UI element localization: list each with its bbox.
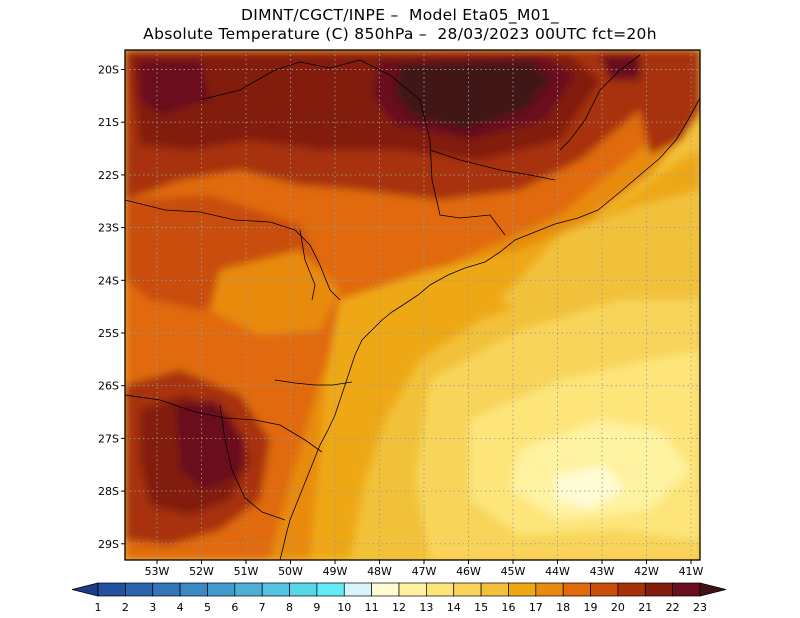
colorbar-label: 10 <box>337 601 351 614</box>
colorbar-label: 8 <box>286 601 293 614</box>
colorbar-bin <box>207 582 236 597</box>
state-border-sc-rs <box>125 394 323 453</box>
longitude-axis: 53W 52W 51W 50W 49W 48W 47W 46W 45W 44W 43W 42W 41W <box>145 560 704 578</box>
colorbar-bin <box>398 582 427 597</box>
state-border-sw <box>219 404 286 521</box>
colorbar-bin <box>590 582 619 597</box>
lat-tick-label: 29S <box>98 538 119 551</box>
lat-tick-label: 21S <box>98 116 119 129</box>
colorbar-label: 13 <box>419 601 433 614</box>
coastline-and-borders <box>125 54 700 560</box>
colorbar-label: 4 <box>177 601 184 614</box>
colorbar-bin <box>480 582 509 597</box>
colorbar-label: 15 <box>474 601 488 614</box>
chart-subtitle: Absolute Temperature (C) 850hPa – 28/03/… <box>143 25 657 43</box>
lat-tick-label: 20S <box>98 64 119 77</box>
lon-tick-label: 53W <box>145 565 170 578</box>
colorbar-label: 9 <box>313 601 320 614</box>
colorbar-label: 22 <box>666 601 680 614</box>
state-border-north <box>199 59 506 236</box>
colorbar-label: 21 <box>638 601 652 614</box>
lon-tick-label: 44W <box>545 565 570 578</box>
lat-tick-label: 22S <box>98 169 119 182</box>
colorbar-bin <box>343 582 372 597</box>
colorbar-label: 2 <box>122 601 129 614</box>
lat-tick-label: 27S <box>98 432 119 445</box>
lon-tick-label: 49W <box>323 565 348 578</box>
colorbar-bin <box>97 582 126 597</box>
lon-tick-label: 50W <box>278 565 303 578</box>
lat-tick-label: 25S <box>98 327 119 340</box>
river-paraná <box>299 229 316 301</box>
lon-tick-label: 42W <box>634 565 659 578</box>
colorbar-label: 14 <box>447 601 461 614</box>
colorbar-label: 18 <box>556 601 570 614</box>
colorbar-label: 6 <box>231 601 238 614</box>
temperature-field <box>125 50 700 560</box>
lat-tick-label: 23S <box>98 222 119 235</box>
chart-title: DIMNT/CGCT/INPE – Model Eta05_M01_ <box>240 6 559 24</box>
colorbar-label: 12 <box>392 601 406 614</box>
colorbar-bin <box>152 582 181 597</box>
colorbar-bin <box>316 582 345 597</box>
colorbar-label: 7 <box>259 601 266 614</box>
colorbar-bin <box>289 582 318 597</box>
colorbar-label: 19 <box>584 601 598 614</box>
colorbar-label: 11 <box>365 601 379 614</box>
lat-tick-label: 24S <box>98 274 119 287</box>
lat-tick-label: 28S <box>98 485 119 498</box>
colorbar-bin <box>453 582 482 597</box>
lat-lon-grid <box>125 50 700 560</box>
lon-tick-label: 43W <box>590 565 615 578</box>
state-border-mg <box>125 199 341 301</box>
colorbar-label: 16 <box>501 601 515 614</box>
colorbar-bin <box>371 582 400 597</box>
map-frame <box>124 49 701 561</box>
lon-tick-label: 52W <box>189 565 214 578</box>
lon-tick-label: 41W <box>679 565 704 578</box>
coastline <box>279 97 700 560</box>
colorbar-bin <box>535 582 564 597</box>
lon-tick-label: 47W <box>412 565 437 578</box>
colorbar-label: 20 <box>611 601 625 614</box>
lon-tick-label: 46W <box>456 565 481 578</box>
colorbar-label: 3 <box>149 601 156 614</box>
state-border-east <box>429 149 556 181</box>
state-border-sp-pr <box>274 379 353 386</box>
colorbar-end-high <box>699 582 727 597</box>
colorbar-bin <box>179 582 208 597</box>
colorbar-bin <box>508 582 537 597</box>
colorbar-bin <box>261 582 290 597</box>
colorbar-bin <box>426 582 455 597</box>
colorbar-label: 5 <box>204 601 211 614</box>
lon-tick-label: 45W <box>501 565 526 578</box>
colorbar-label: 1 <box>95 601 102 614</box>
latitude-axis: 20S 21S 22S 23S 24S 25S 26S 27S 28S 29S <box>98 64 125 551</box>
lon-tick-label: 51W <box>234 565 259 578</box>
colorbar-bin <box>644 582 673 597</box>
colorbar-bin <box>672 582 701 597</box>
state-border-es <box>559 54 641 151</box>
lon-tick-label: 48W <box>367 565 392 578</box>
colorbar-label: 17 <box>529 601 543 614</box>
colorbar-bin <box>234 582 263 597</box>
colorbar-label: 23 <box>693 601 707 614</box>
colorbar: 1 2 3 4 5 6 7 8 9 10 11 12 13 14 15 16 17 18 19 20 21 22 23 <box>71 582 727 614</box>
colorbar-bin <box>617 582 646 597</box>
colorbar-end-low <box>71 582 99 597</box>
colorbar-bin <box>562 582 591 597</box>
lat-tick-label: 26S <box>98 380 119 393</box>
colorbar-bin <box>125 582 154 597</box>
